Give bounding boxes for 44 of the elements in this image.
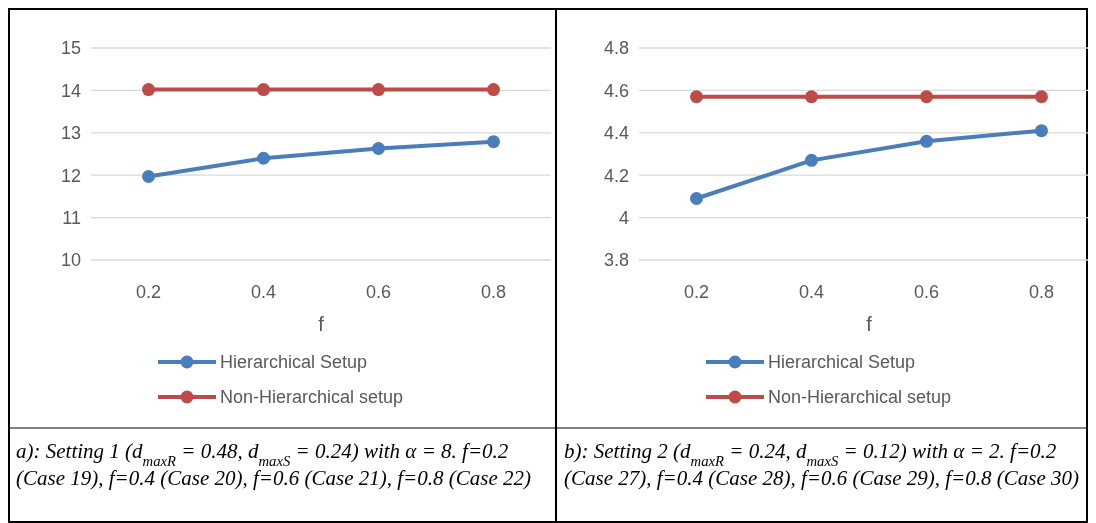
y-tick-label: 4.8 <box>603 38 629 59</box>
x-axis-title: f <box>318 313 325 335</box>
point <box>690 90 703 104</box>
point <box>372 83 385 97</box>
legend-label: Non-Hierarchical setup <box>768 387 952 408</box>
point <box>805 90 818 104</box>
point <box>920 90 933 104</box>
y-tick-label: 4.4 <box>603 123 629 144</box>
x-tick-label: 0.6 <box>913 282 940 302</box>
x-tick-label: 0.4 <box>250 282 277 302</box>
text: a): Setting 1 (d$_{maxR}$ = 0.48, d$_{maxS}$ = 0.24) with α = 8. f=0.2 (Case 19), f=0.4 (Case 20), f=0.6 (Case 21), f=0.8 (Case 22) <box>16 439 531 490</box>
y-tick-label: 10 <box>60 250 81 271</box>
text: b): Setting 2 (d$_{maxR}$ = 0.24, d$_{maxS}$ = 0.12) with α = 2. f=0.2 (Case 27), f=0.4 (Case 28), f=0.6 (Case 29), f=0.8 (Case 30) <box>564 439 1079 490</box>
x-tick-label: 0.8 <box>1028 282 1055 302</box>
y-tick-label: 15 <box>60 38 81 59</box>
point <box>487 135 500 149</box>
y-tick-label: 4 <box>618 207 629 228</box>
y-tick-label: 13 <box>60 123 81 144</box>
point <box>142 83 155 97</box>
point <box>690 192 703 206</box>
y-tick-label: 14 <box>60 80 81 101</box>
x-axis-title: f <box>866 313 873 335</box>
y-tick-label: 3.8 <box>603 250 629 271</box>
point <box>257 83 270 97</box>
point <box>487 83 500 97</box>
x-tick-label: 0.4 <box>798 282 825 302</box>
point <box>805 153 818 167</box>
y-tick-label: 12 <box>60 165 81 186</box>
x-tick-label: 0.6 <box>365 282 392 302</box>
x-tick-label: 0.2 <box>683 282 710 302</box>
point <box>372 141 385 155</box>
point <box>1035 90 1048 104</box>
y-tick-label: 4.2 <box>603 165 629 186</box>
legend-label: Hierarchical Setup <box>220 352 368 373</box>
x-tick-label: 0.8 <box>480 282 507 302</box>
point <box>1035 124 1048 138</box>
point <box>257 151 270 165</box>
point <box>142 169 155 183</box>
legend-label: Hierarchical Setup <box>768 352 916 373</box>
point <box>920 134 933 148</box>
legend-label: Non-Hierarchical setup <box>220 387 404 408</box>
y-tick-label: 11 <box>62 207 81 228</box>
y-tick-label: 4.6 <box>603 80 629 101</box>
x-tick-label: 0.2 <box>135 282 162 302</box>
